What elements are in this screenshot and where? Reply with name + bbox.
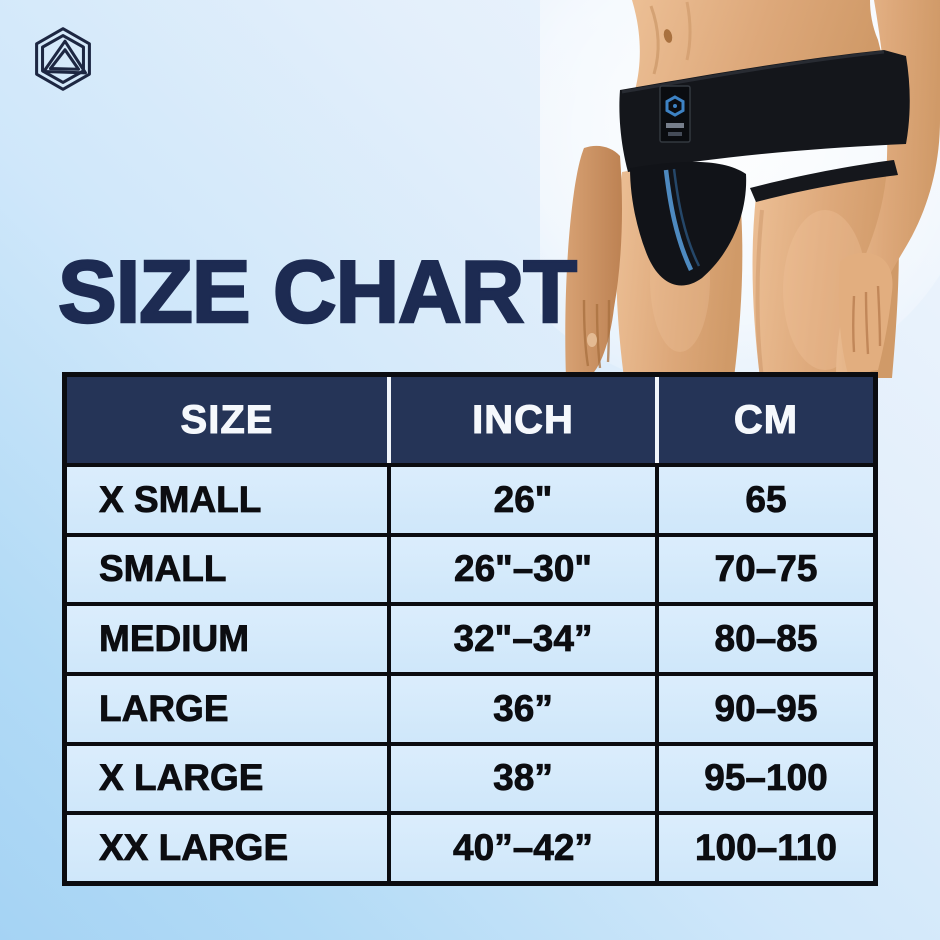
inch-cell: 26"–30" [387,532,655,603]
cm-cell: 70–75 [655,532,873,603]
inch-cell: 38” [387,741,655,812]
size-cell: X LARGE [67,741,387,812]
inch-cell: 40”–42” [387,811,655,881]
column-header-cm: CM [655,377,873,463]
column-header-inch: INCH [387,377,655,463]
inch-cell: 36” [387,671,655,742]
cm-cell: 80–85 [655,602,873,672]
size-cell: XX LARGE [67,811,387,881]
size-cell: MEDIUM [67,602,387,672]
size-cell: LARGE [67,671,387,742]
model-navel [663,29,673,43]
waistband-logo-icon [665,95,685,117]
size-cell: X SMALL [67,463,387,533]
inch-cell: 32"–34” [387,602,655,672]
size-chart-table: SIZE INCH CM X SMALL 26" 65 SMALL 26"–30… [62,372,878,886]
cm-cell: 95–100 [655,741,873,812]
waistband-label [659,85,691,143]
cm-cell: 65 [655,463,873,533]
brand-logo-icon [35,27,91,91]
cm-cell: 100–110 [655,811,873,881]
cm-cell: 90–95 [655,671,873,742]
jockstrap-pouch [630,161,747,286]
size-cell: SMALL [67,532,387,603]
page-title: SIZE CHART [57,242,579,341]
inch-cell: 26" [387,463,655,533]
pouch-stitch [663,169,694,271]
column-header-size: SIZE [67,377,387,463]
product-photo [540,0,940,378]
jockstrap-leg-strap [750,160,898,202]
